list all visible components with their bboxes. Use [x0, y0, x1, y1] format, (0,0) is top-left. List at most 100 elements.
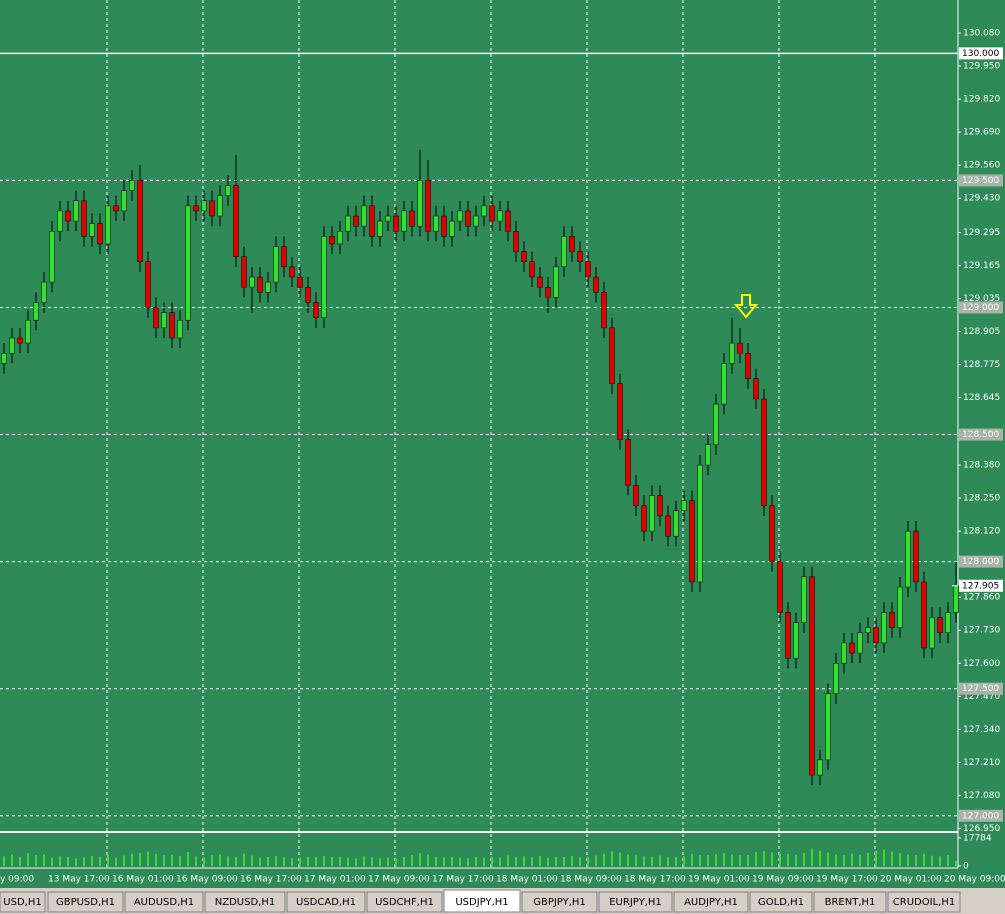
tab-label[interactable]: GBPUSD,H1	[56, 897, 115, 908]
y-tick-label: 129.165	[963, 261, 1000, 271]
candle-body	[217, 195, 223, 217]
candle-body	[193, 205, 199, 212]
candle-body	[737, 342, 743, 354]
candle-body	[145, 261, 151, 308]
tab-label[interactable]: BRENT,H1	[825, 897, 876, 908]
candle-body	[777, 561, 783, 613]
candle-body	[185, 205, 191, 321]
candle-body	[57, 210, 63, 232]
candle-body	[177, 319, 183, 339]
y-tick-label: 127.210	[963, 758, 1000, 768]
candle-body	[345, 215, 351, 232]
tab-shape[interactable]	[286, 891, 366, 913]
candle-body	[569, 236, 575, 252]
y-tick-label: 126.950	[963, 824, 1000, 834]
tab-shape[interactable]	[521, 891, 598, 913]
tab-shape[interactable]	[673, 891, 749, 913]
y-tick-label: 129.560	[963, 161, 1000, 171]
candle-body	[1, 352, 7, 364]
tab[interactable]: EURJPY,H1	[598, 891, 673, 913]
candle-body	[801, 576, 807, 623]
tab-shape[interactable]	[443, 889, 521, 913]
tab[interactable]: USDCHF,H1	[366, 891, 443, 913]
candle-body	[233, 185, 239, 257]
x-tick-label: 18 May 09:00	[560, 875, 622, 885]
candle-body	[665, 515, 671, 537]
candle-body	[681, 500, 687, 512]
tab-shape[interactable]	[124, 891, 204, 913]
tab-label[interactable]: USDCHF,H1	[375, 897, 434, 908]
tab-shape[interactable]	[813, 891, 887, 913]
candle-body	[377, 220, 383, 237]
candle-body	[417, 180, 423, 227]
candle-body	[113, 205, 119, 212]
level-label-box	[959, 555, 1003, 568]
tab[interactable]: USD,H1	[0, 891, 46, 913]
candle-body	[945, 612, 951, 634]
tab[interactable]: AUDUSD,H1	[124, 891, 204, 913]
tab[interactable]: GOLD,H1	[749, 891, 813, 913]
y-tick-label: 128.905	[963, 327, 1000, 337]
tab[interactable]: USDJPY,H1	[443, 889, 521, 913]
candle-body	[41, 281, 47, 303]
candle-body	[73, 200, 79, 222]
candle-body	[169, 312, 175, 339]
y-tick-label: 129.690	[963, 128, 1000, 138]
y-tick-label: 128.775	[963, 360, 1000, 370]
tab-shape[interactable]	[0, 891, 46, 913]
tab-label[interactable]: AUDUSD,H1	[134, 897, 194, 908]
tab-shape[interactable]	[366, 891, 443, 913]
level-label-box	[959, 809, 1003, 822]
candle-body	[761, 398, 767, 506]
candle-body	[593, 276, 599, 293]
tab[interactable]: USDCAD,H1	[286, 891, 366, 913]
candle-body	[441, 215, 447, 237]
tab[interactable]: BRENT,H1	[813, 891, 887, 913]
tab-shape[interactable]	[598, 891, 673, 913]
tab-label[interactable]: CRUDOIL,H1	[893, 897, 955, 908]
tab-shape[interactable]	[749, 891, 813, 913]
level-label: 130.000	[962, 49, 999, 59]
y-tick-label: 129.950	[963, 62, 1000, 72]
candle-body	[873, 627, 879, 644]
x-tick-label: 18 May 01:00	[496, 875, 558, 885]
y-tick-label: 127.860	[963, 593, 1000, 603]
tab[interactable]: CRUDOIL,H1	[887, 891, 961, 913]
candle-body	[721, 363, 727, 405]
tab-shape[interactable]	[204, 891, 286, 913]
tab-shape[interactable]	[887, 891, 961, 913]
candle-body	[329, 236, 335, 245]
candle-body	[585, 261, 591, 278]
x-tick-label: 17 May 17:00	[432, 875, 494, 885]
tab-label[interactable]: USD,H1	[3, 897, 41, 908]
tab[interactable]: GBPJPY,H1	[521, 891, 598, 913]
candle-body	[241, 256, 247, 288]
candle-body	[937, 617, 943, 634]
candle-body	[865, 627, 871, 634]
candle-body	[129, 180, 135, 191]
y-tick-label: 127.730	[963, 626, 1000, 636]
tab-label[interactable]: GBPJPY,H1	[533, 897, 586, 908]
candle-body	[817, 759, 823, 776]
x-tick-label: 16 May 09:00	[176, 875, 238, 885]
tab-label[interactable]: GOLD,H1	[758, 897, 804, 908]
tab-label[interactable]: USDJPY,H1	[455, 897, 508, 908]
tab[interactable]: GBPUSD,H1	[47, 891, 124, 913]
tab[interactable]: AUDJPY,H1	[673, 891, 749, 913]
tab-label[interactable]: AUDJPY,H1	[684, 897, 738, 908]
candle-body	[729, 342, 735, 364]
tab-shape[interactable]	[47, 891, 124, 913]
tab-label[interactable]: EURJPY,H1	[609, 897, 662, 908]
candle-body	[361, 205, 367, 227]
tab[interactable]: NZDUSD,H1	[204, 891, 286, 913]
tab-label[interactable]: USDCAD,H1	[296, 897, 356, 908]
level-label-box	[959, 47, 1003, 60]
candle-body	[257, 276, 263, 293]
candle-body	[625, 439, 631, 486]
candle-body	[25, 319, 31, 344]
candle-body	[921, 581, 927, 649]
tab-label[interactable]: NZDUSD,H1	[215, 897, 275, 908]
candle-body	[337, 231, 343, 245]
candle-body	[881, 612, 887, 644]
